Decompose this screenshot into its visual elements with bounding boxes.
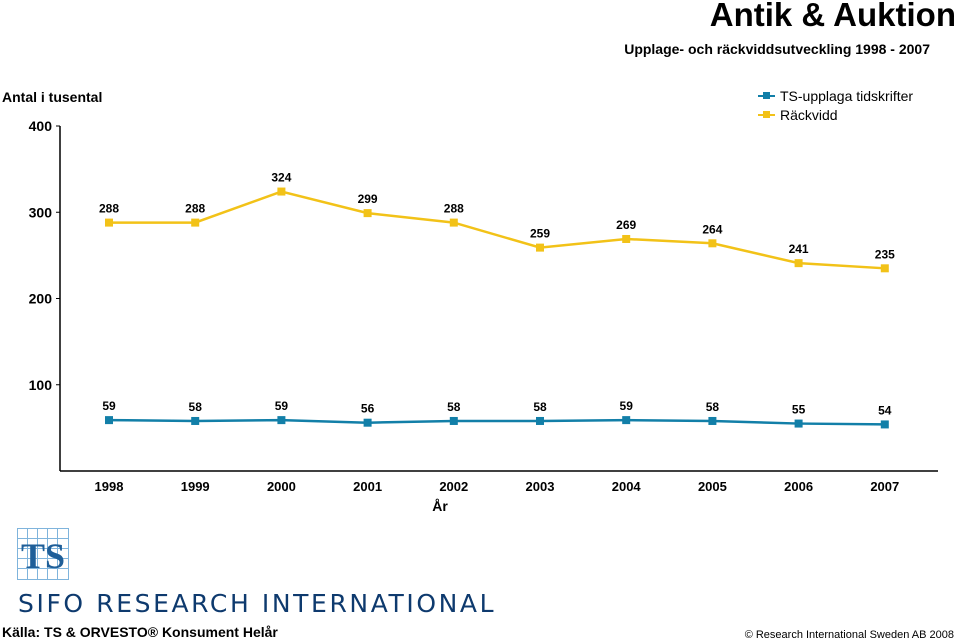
ts-logo-text: TS bbox=[21, 536, 65, 576]
legend-marker-rackvidd bbox=[763, 111, 770, 118]
ts-logo: TS bbox=[17, 528, 69, 580]
data-point bbox=[449, 218, 458, 227]
data-label: 269 bbox=[616, 218, 636, 232]
data-label: 58 bbox=[533, 400, 547, 414]
chart-series: 59 58 59 56 58 58 59 58 55 54 288 288 324 299 288 259 26… bbox=[99, 171, 895, 429]
x-tick-label: 2005 bbox=[698, 479, 727, 494]
data-label: 288 bbox=[99, 202, 119, 216]
data-point bbox=[277, 187, 286, 196]
series-line-ts-upplaga bbox=[108, 418, 885, 426]
data-point bbox=[277, 416, 286, 425]
y-tick-label: 300 bbox=[29, 204, 53, 220]
data-point bbox=[880, 420, 889, 429]
data-label: 56 bbox=[361, 402, 375, 416]
legend-marker-ts-upplaga bbox=[763, 92, 770, 99]
data-label: 299 bbox=[358, 192, 378, 206]
y-tick-label: 100 bbox=[29, 377, 53, 393]
source-note: Källa: TS & ORVESTO® Konsument Helår bbox=[2, 624, 278, 640]
data-point bbox=[105, 218, 113, 227]
series-line-rackvidd bbox=[109, 190, 885, 270]
data-point bbox=[191, 416, 200, 425]
x-tick-label: 2002 bbox=[439, 479, 468, 494]
data-point bbox=[363, 209, 372, 218]
data-point bbox=[536, 416, 544, 425]
data-point bbox=[880, 264, 889, 273]
chart-axes: 100 200 300 400 1998 1999 2000 2001 2002 2003 2004… bbox=[29, 118, 938, 494]
x-tick-label: 2001 bbox=[353, 479, 382, 494]
x-axis-label: År bbox=[432, 498, 448, 514]
legend-item-rackvidd: Räckvidd bbox=[758, 106, 913, 125]
data-point bbox=[449, 416, 458, 425]
legend-item-ts-upplaga: TS-upplaga tidskrifter bbox=[758, 87, 913, 106]
data-label: 58 bbox=[447, 400, 461, 414]
data-label: 59 bbox=[275, 399, 289, 413]
x-tick-label: 1998 bbox=[95, 479, 124, 494]
data-label: 59 bbox=[102, 399, 116, 413]
x-tick-label: 2007 bbox=[870, 479, 899, 494]
data-label: 59 bbox=[620, 399, 634, 413]
y-tick-label: 400 bbox=[29, 118, 53, 134]
x-tick-label: 2000 bbox=[267, 479, 296, 494]
data-label: 259 bbox=[530, 227, 550, 241]
sifo-logo-text: SIFO RESEARCH INTERNATIONAL bbox=[18, 589, 497, 618]
legend: TS-upplaga tidskrifter Räckvidd bbox=[758, 87, 913, 125]
data-label: 58 bbox=[706, 400, 720, 414]
data-point bbox=[363, 418, 372, 427]
data-label: 55 bbox=[792, 403, 806, 417]
data-label: 54 bbox=[878, 403, 892, 417]
data-label: 235 bbox=[875, 247, 895, 261]
data-point bbox=[622, 416, 631, 425]
chart-subtitle: Upplage- och räckviddsutveckling 1998 - … bbox=[624, 41, 930, 57]
data-label: 288 bbox=[444, 202, 464, 216]
data-point bbox=[191, 218, 200, 227]
data-label: 58 bbox=[189, 400, 203, 414]
line-chart: 100 200 300 400 1998 1999 2000 2001 2002 2003 2004… bbox=[29, 118, 938, 514]
data-point bbox=[794, 259, 803, 268]
data-label: 324 bbox=[271, 171, 291, 185]
copyright-note: © Research International Sweden AB 2008 bbox=[744, 629, 954, 641]
x-tick-label: 2004 bbox=[612, 479, 642, 494]
y-axis-label: Antal i tusental bbox=[2, 89, 103, 105]
y-tick-label: 200 bbox=[29, 291, 53, 307]
x-tick-label: 2006 bbox=[784, 479, 813, 494]
data-point bbox=[708, 416, 717, 425]
x-tick-label: 1999 bbox=[181, 479, 210, 494]
data-point bbox=[794, 419, 803, 428]
legend-label-rackvidd: Räckvidd bbox=[780, 107, 838, 123]
legend-label-ts-upplaga: TS-upplaga tidskrifter bbox=[780, 88, 914, 104]
data-label: 288 bbox=[185, 202, 205, 216]
data-point bbox=[708, 239, 717, 248]
data-point bbox=[536, 243, 544, 252]
data-point bbox=[105, 416, 113, 425]
data-point bbox=[622, 234, 631, 243]
data-label: 264 bbox=[702, 222, 722, 236]
chart-title: Antik & Auktion bbox=[709, 0, 956, 33]
data-label: 241 bbox=[789, 242, 809, 256]
x-tick-label: 2003 bbox=[526, 479, 555, 494]
